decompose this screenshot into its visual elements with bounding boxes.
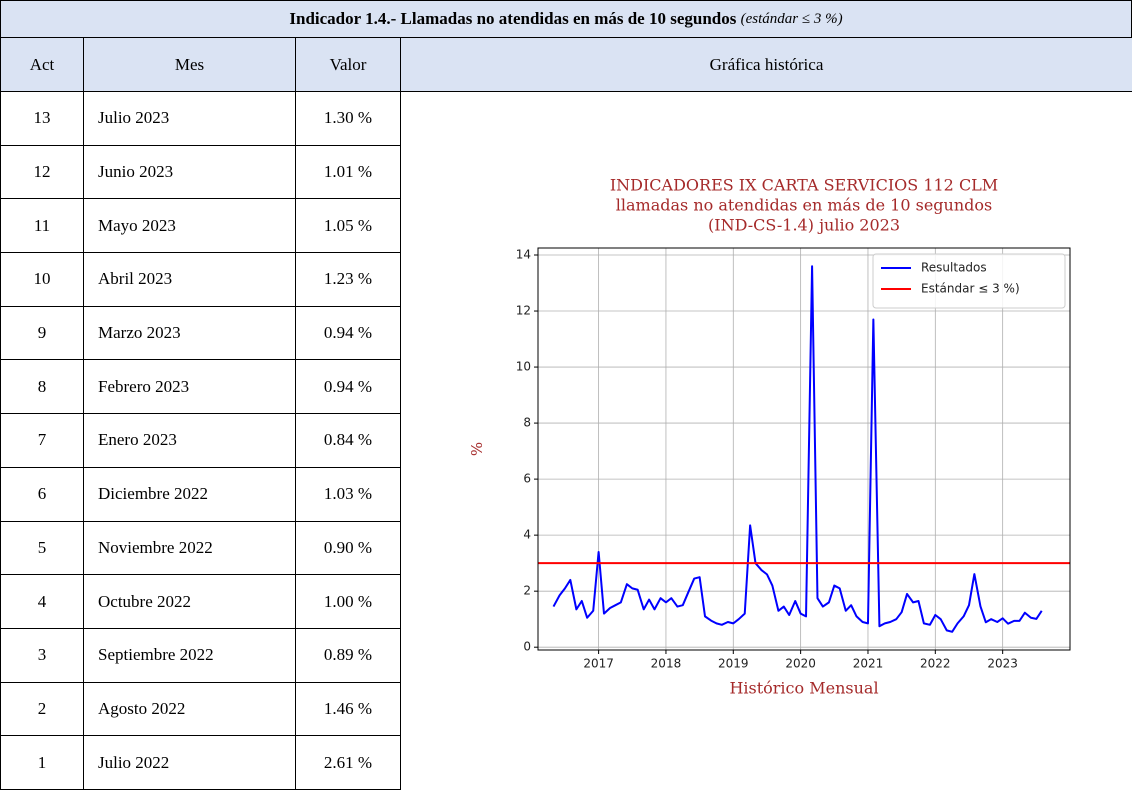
table-cell: 2.61 % <box>295 735 401 790</box>
table-cell: Julio 2022 <box>83 735 296 790</box>
table-cell: 8 <box>0 359 84 415</box>
x-tick-label: 2019 <box>718 657 749 671</box>
y-tick-label: 10 <box>516 360 531 374</box>
table-cell: 10 <box>0 252 84 307</box>
table-cell: 4 <box>0 574 84 629</box>
column-header: Act <box>0 37 84 92</box>
legend-label: Estándar ≤ 3 %) <box>921 282 1020 296</box>
y-tick-label: 6 <box>523 472 531 486</box>
axes-frame <box>537 247 1071 651</box>
column-header: Mes <box>83 37 296 92</box>
table-cell: 0.89 % <box>295 627 401 683</box>
chart-cell <box>400 91 1132 790</box>
x-tick-label: 2023 <box>987 657 1018 671</box>
table-cell: Septiembre 2022 <box>83 627 296 683</box>
table-cell: Diciembre 2022 <box>83 466 296 522</box>
y-tick-label: 12 <box>516 304 531 318</box>
y-tick-label: 0 <box>523 640 531 654</box>
table-cell: 0.94 % <box>295 359 401 415</box>
x-tick-label: 2021 <box>853 657 884 671</box>
table-cell: 1.46 % <box>295 681 401 737</box>
title-note: (estándar ≤ 3 %) <box>740 10 843 27</box>
y-axis-label: % <box>468 442 486 456</box>
table-cell: 2 <box>0 681 84 737</box>
x-tick-label: 2017 <box>583 657 614 671</box>
title-row: Indicador 1.4.- Llamadas no atendidas en… <box>0 0 1132 38</box>
x-tick-label: 2022 <box>920 657 951 671</box>
table-cell: Enero 2023 <box>83 413 296 468</box>
table-cell: 1.30 % <box>295 91 401 146</box>
y-tick-label: 8 <box>523 416 531 430</box>
table-cell: Junio 2023 <box>83 144 296 200</box>
table-cell: Abril 2023 <box>83 252 296 307</box>
table-cell: 11 <box>0 198 84 254</box>
table-cell: Julio 2023 <box>83 91 296 146</box>
table-cell: Agosto 2022 <box>83 681 296 737</box>
table-cell: 0.90 % <box>295 520 401 576</box>
table-cell: 3 <box>0 627 84 683</box>
table-cell: 12 <box>0 144 84 200</box>
table-cell: 1.05 % <box>295 198 401 254</box>
legend-label: Resultados <box>921 261 987 275</box>
table-cell: 6 <box>0 466 84 522</box>
table-cell: Marzo 2023 <box>83 305 296 361</box>
chart-title: INDICADORES IX CARTA SERVICIOS 112 CLM <box>610 176 998 195</box>
chart: INDICADORES IX CARTA SERVICIOS 112 CLMll… <box>468 176 1071 698</box>
column-header: Valor <box>295 37 401 92</box>
x-tick-label: 2018 <box>651 657 682 671</box>
column-header: Gráfica histórica <box>400 37 1132 92</box>
table-cell: 9 <box>0 305 84 361</box>
chart-title: llamadas no atendidas en más de 10 segun… <box>616 196 993 215</box>
table-cell: 5 <box>0 520 84 576</box>
chart-title: (IND-CS-1.4) julio 2023 <box>708 216 900 235</box>
y-tick-label: 14 <box>516 248 531 262</box>
legend-box <box>872 253 1066 309</box>
table-cell: 1.23 % <box>295 252 401 307</box>
table-cell: 1.00 % <box>295 574 401 629</box>
y-tick-label: 4 <box>523 528 531 542</box>
table-cell: 1.03 % <box>295 466 401 522</box>
line-series <box>552 265 1043 633</box>
title: Indicador 1.4.- Llamadas no atendidas en… <box>289 9 737 28</box>
table-cell: Mayo 2023 <box>83 198 296 254</box>
table-cell: 13 <box>0 91 84 146</box>
table-cell: Octubre 2022 <box>83 574 296 629</box>
table-cell: 0.94 % <box>295 305 401 361</box>
table-cell: 1 <box>0 735 84 790</box>
table-cell: Noviembre 2022 <box>83 520 296 576</box>
table-cell: 7 <box>0 413 84 468</box>
y-tick-label: 2 <box>523 584 531 598</box>
table-cell: Febrero 2023 <box>83 359 296 415</box>
x-tick-label: 2020 <box>785 657 816 671</box>
table-cell: 0.84 % <box>295 413 401 468</box>
x-axis-label: Histórico Mensual <box>729 679 878 698</box>
table-cell: 1.01 % <box>295 144 401 200</box>
